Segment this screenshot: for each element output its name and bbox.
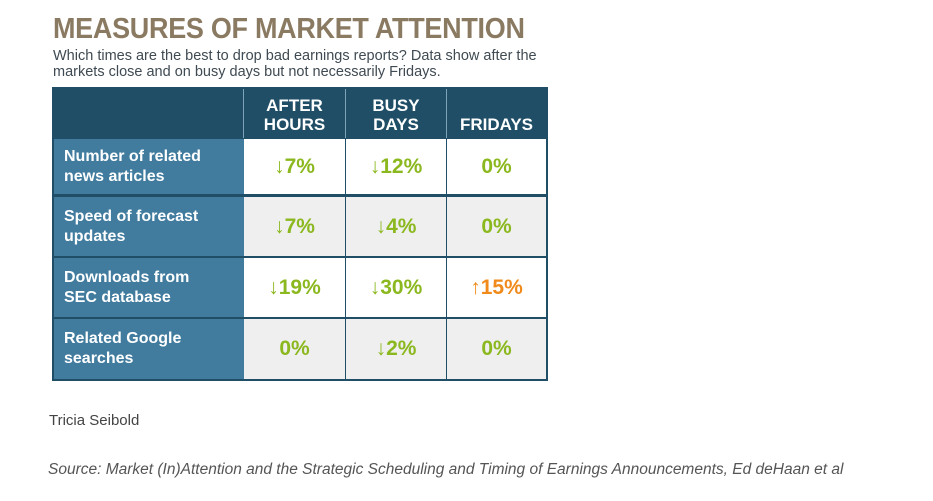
table-cell: 0% <box>244 319 345 379</box>
source-text: Source: Market (In)Attention and the Str… <box>48 461 844 478</box>
row-label: Speed of forecast updates <box>54 197 244 256</box>
table-cell: ↓19% <box>244 258 345 317</box>
credit-text: Tricia Seibold <box>49 412 140 429</box>
row-label: Number of related news articles <box>54 139 244 194</box>
table-cell: ↑15% <box>447 258 546 317</box>
chart-title: MEASURES OF MARKET ATTENTION <box>53 13 525 45</box>
column-divider <box>345 89 346 138</box>
row-label: Downloads from SEC database <box>54 258 244 317</box>
table-cell: ↓7% <box>244 139 345 194</box>
row-label: Related Google searches <box>54 319 244 379</box>
table-cell: ↓4% <box>346 197 446 256</box>
column-header: AFTER HOURS <box>263 96 326 134</box>
column-divider <box>446 89 447 138</box>
chart-subtitle: Which times are the best to drop bad ear… <box>53 48 537 80</box>
table-cell: 0% <box>447 197 546 256</box>
table-cell: ↓30% <box>346 258 446 317</box>
table-cell: 0% <box>447 319 546 379</box>
table-cell: ↓12% <box>346 139 446 194</box>
table-cell: ↓7% <box>244 197 345 256</box>
column-header: BUSY DAYS <box>372 96 420 134</box>
attention-table: AFTER HOURS BUSY DAYS FRIDAYS Number of rel… <box>52 87 548 381</box>
table-cell: ↓2% <box>346 319 446 379</box>
column-header: FRIDAYS <box>459 115 534 134</box>
column-divider <box>243 89 244 138</box>
table-cell: 0% <box>447 139 546 194</box>
